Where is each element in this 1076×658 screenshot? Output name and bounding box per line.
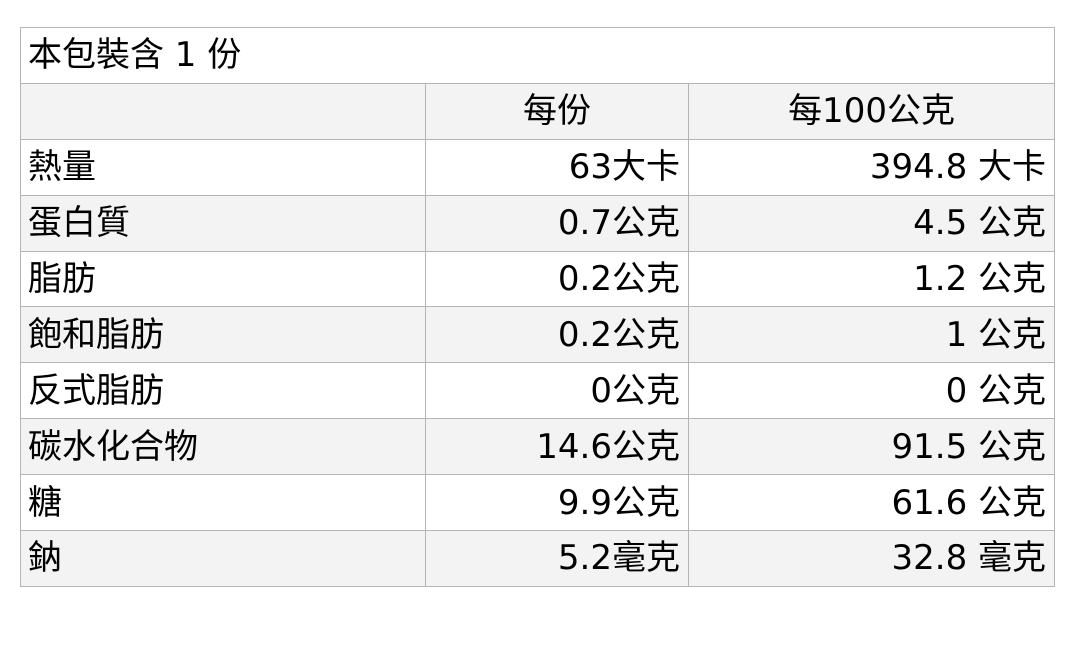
per-serving-value: 0.7公克 [425, 194, 689, 252]
nutrient-label: 飽和脂肪 [20, 306, 426, 364]
title-row: 本包裝含 1 份 [19, 27, 1056, 84]
per-100g-value: 1 公克 [687, 306, 1056, 364]
per-serving-value: 9.9公克 [425, 474, 689, 532]
table-row: 糖 9.9公克 61.6 公克 [20, 474, 1056, 532]
table-row: 鈉 5.2毫克 32.8 毫克 [20, 530, 1056, 587]
header-row: 每份 每100公克 [20, 82, 1056, 140]
per-serving-value: 14.6公克 [425, 418, 689, 476]
per-serving-value: 0.2公克 [425, 306, 689, 364]
per-serving-value: 5.2毫克 [425, 530, 689, 587]
table-row: 碳水化合物 14.6公克 91.5 公克 [20, 418, 1056, 476]
table-row: 反式脂肪 0公克 0 公克 [20, 362, 1056, 420]
nutrient-label: 蛋白質 [20, 194, 426, 252]
per-100g-value: 394.8 大卡 [687, 138, 1056, 196]
header-per-serving: 每份 [425, 82, 689, 140]
nutrient-label: 脂肪 [20, 250, 426, 308]
nutrient-label: 反式脂肪 [20, 362, 426, 420]
header-blank [20, 82, 426, 140]
per-serving-value: 63大卡 [425, 138, 689, 196]
per-100g-value: 1.2 公克 [687, 250, 1056, 308]
per-100g-value: 4.5 公克 [687, 194, 1056, 252]
servings-title: 本包裝含 1 份 [19, 27, 1056, 84]
nutrition-table: 本包裝含 1 份 每份 每100公克 熱量 63大卡 394.8 大卡 蛋白質 … [19, 27, 1056, 587]
table-row: 脂肪 0.2公克 1.2 公克 [20, 250, 1056, 308]
nutrient-label: 碳水化合物 [20, 418, 426, 476]
nutrient-label: 糖 [20, 474, 426, 532]
per-serving-value: 0.2公克 [425, 250, 689, 308]
table-row: 熱量 63大卡 394.8 大卡 [20, 138, 1056, 196]
header-per-100g: 每100公克 [687, 82, 1056, 140]
nutrient-label: 鈉 [20, 530, 426, 587]
per-100g-value: 61.6 公克 [687, 474, 1056, 532]
table-row: 飽和脂肪 0.2公克 1 公克 [20, 306, 1056, 364]
nutrient-label: 熱量 [20, 138, 426, 196]
per-100g-value: 91.5 公克 [687, 418, 1056, 476]
table-row: 蛋白質 0.7公克 4.5 公克 [20, 194, 1056, 252]
per-100g-value: 32.8 毫克 [687, 530, 1056, 587]
per-100g-value: 0 公克 [687, 362, 1056, 420]
per-serving-value: 0公克 [425, 362, 689, 420]
